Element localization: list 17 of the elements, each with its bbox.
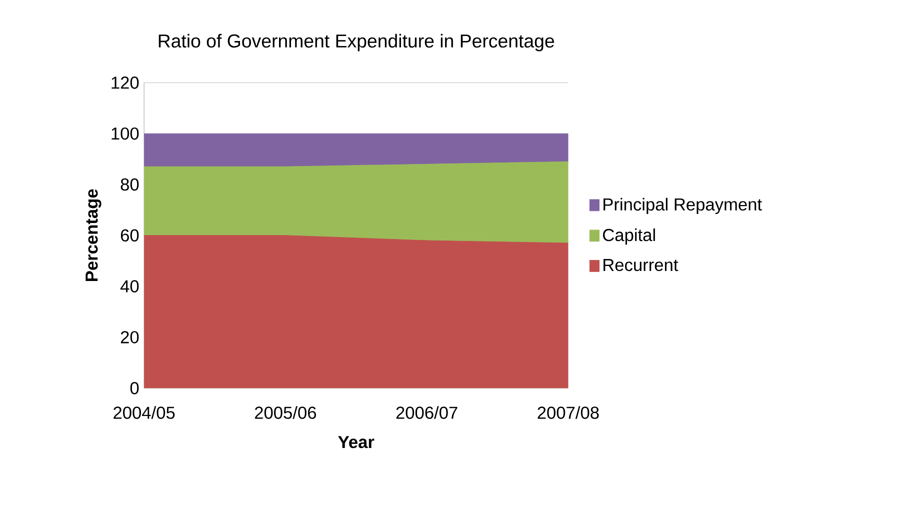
y-tick-label: 40: [120, 280, 139, 292]
x-tick-label: 2004/05: [114, 406, 175, 419]
chart-title: Ratio of Government Expenditure in Percentage: [158, 34, 554, 52]
y-tick-label: 120: [112, 76, 139, 89]
y-tick-label: 60: [120, 229, 139, 242]
y-tick-label: 80: [120, 178, 139, 191]
y-tick-label: 20: [120, 331, 139, 344]
x-axis-title: Year: [338, 436, 374, 448]
y-tick-label: 100: [112, 127, 139, 140]
y-tick-label: 0: [130, 382, 139, 394]
x-tick-label: 2005/06: [254, 406, 316, 419]
x-tick-label: 2006/07: [396, 406, 458, 419]
x-tick-label: 2007/08: [538, 406, 599, 419]
legend-label: Capital: [603, 228, 655, 245]
legend-label: Principal Repayment: [604, 198, 762, 214]
legend-label: Recurrent: [604, 258, 678, 272]
y-axis-title: Percentage: [86, 189, 102, 281]
